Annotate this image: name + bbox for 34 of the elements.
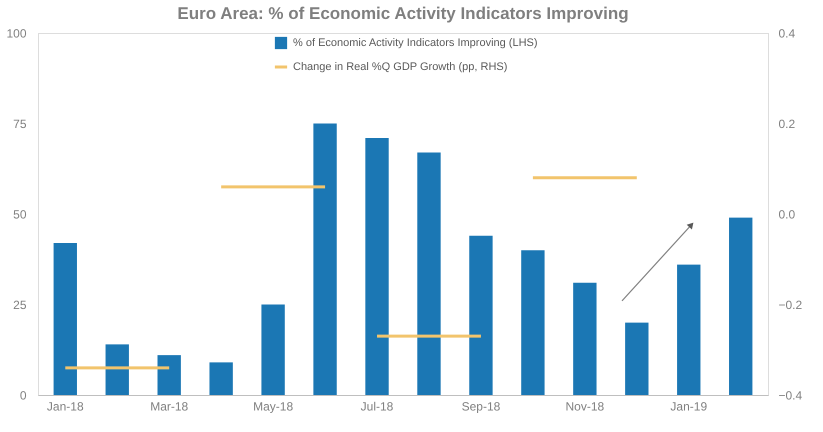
x-tick-label: Sep-18	[462, 400, 501, 414]
bar	[365, 138, 389, 395]
x-tick-label: Jan-18	[46, 400, 84, 414]
y-tick-label: 100	[6, 26, 27, 40]
bar	[729, 218, 752, 395]
bar	[677, 264, 700, 395]
x-tick-label: Jul-18	[360, 400, 394, 414]
bar	[54, 242, 77, 395]
y2-tick-label: 0.4	[778, 26, 796, 40]
y2-tick-label: 0.0	[778, 208, 796, 222]
x-tick-label: May-18	[253, 400, 294, 414]
legend-label: Change in Real %Q GDP Growth (pp, RHS)	[293, 61, 508, 73]
bar	[573, 282, 597, 395]
bar	[158, 355, 181, 395]
chart-title: Euro Area: % of Economic Activity Indicators Improving	[177, 4, 629, 23]
bar	[261, 304, 285, 395]
y2-tick-label: 0.2	[778, 117, 796, 131]
y-tick-label: 75	[13, 117, 27, 131]
y2-tick-label: −0.4	[778, 388, 803, 402]
x-tick-label: Jan-19	[670, 400, 708, 414]
x-tick-label: Mar-18	[150, 400, 189, 414]
bar	[625, 322, 648, 395]
bar	[313, 124, 337, 395]
y2-tick-label: −0.2	[778, 298, 803, 312]
bar	[521, 250, 545, 395]
y-tick-label: 25	[13, 298, 27, 312]
y-tick-label: 50	[13, 208, 27, 222]
bar	[417, 152, 441, 395]
x-tick-label: Nov-18	[566, 400, 605, 414]
y-tick-label: 0	[20, 388, 27, 402]
legend-label: % of Economic Activity Indicators Improving (LHS)	[293, 37, 538, 49]
bar	[209, 362, 233, 395]
bar	[469, 236, 493, 395]
bar	[106, 344, 129, 395]
